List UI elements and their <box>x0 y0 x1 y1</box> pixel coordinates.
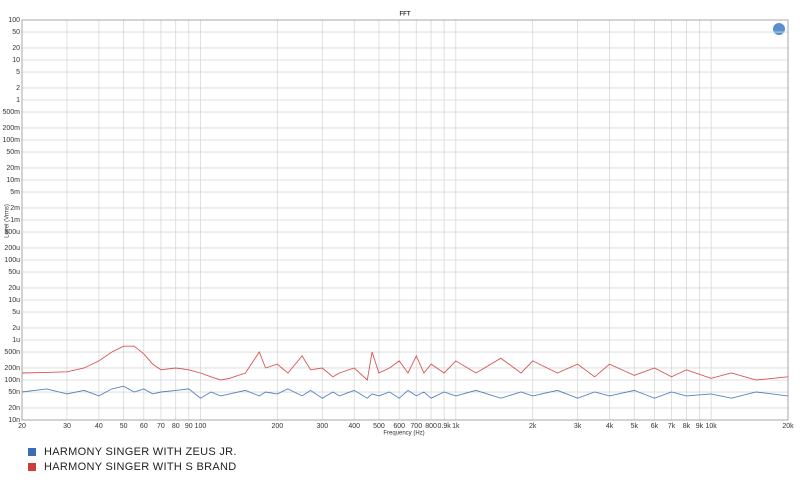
y-tick-label: 50u <box>8 269 20 276</box>
x-tick-label: 3k <box>574 423 582 430</box>
series-line <box>21 345 789 381</box>
y-tick-label: 200u <box>4 245 20 252</box>
x-tick-label: 200 <box>271 423 283 430</box>
y-tick-label: 1u <box>12 337 20 344</box>
y-tick-label: 5 <box>16 69 20 76</box>
y-tick-label: 500u <box>4 229 20 236</box>
series-line <box>21 385 789 399</box>
x-tick-label: 600 <box>393 423 405 430</box>
y-tick-label: 2m <box>10 205 20 212</box>
y-tick-label: 20 <box>12 45 20 52</box>
y-tick-label: 1m <box>10 217 20 224</box>
y-tick-label: 20u <box>8 285 20 292</box>
logo <box>773 23 785 35</box>
x-tick-label: 80 <box>172 423 180 430</box>
y-tick-label: 2u <box>12 325 20 332</box>
y-axis-label: Level (Vrms) <box>5 204 11 238</box>
y-tick-label: 50n <box>8 389 20 396</box>
x-tick-label: 0.9k <box>438 423 452 430</box>
y-tick-label: 50m <box>6 149 20 156</box>
plot-border <box>21 19 789 421</box>
y-tick-label: 2 <box>16 85 20 92</box>
legend-label: HARMONY SINGER WITH ZEUS JR. <box>44 446 237 458</box>
x-axis-label: Frequency (Hz) <box>383 431 424 437</box>
y-tick-label: 10n <box>8 417 20 424</box>
y-tick-label: 500m <box>2 109 20 116</box>
y-tick-label: 200m <box>2 125 20 132</box>
x-tick-label: 10k <box>705 423 717 430</box>
x-tick-label: 800 <box>425 423 437 430</box>
x-tick-label: 7k <box>668 423 676 430</box>
y-tick-label: 1 <box>16 97 20 104</box>
x-tick-label: 30 <box>63 423 71 430</box>
x-tick-label: 700 <box>410 423 422 430</box>
x-tick-label: 2k <box>529 423 537 430</box>
x-tick-label: 90 <box>185 423 193 430</box>
y-tick-label: 20m <box>6 165 20 172</box>
x-tick-label: 6k <box>651 423 659 430</box>
y-tick-label: 10u <box>8 297 20 304</box>
x-tick-label: 8k <box>683 423 691 430</box>
chart-title: FFT <box>400 12 411 18</box>
y-tick-label: 100m <box>2 137 20 144</box>
x-tick-label: 400 <box>348 423 360 430</box>
x-tick-label: 50 <box>120 423 128 430</box>
y-tick-label: 50 <box>12 29 20 36</box>
x-tick-label: 70 <box>157 423 165 430</box>
y-tick-label: 5u <box>12 309 20 316</box>
x-tick-label: 20k <box>782 423 794 430</box>
x-tick-label: 500 <box>373 423 385 430</box>
y-tick-label: 200n <box>4 365 20 372</box>
x-tick-label: 100 <box>195 423 207 430</box>
y-tick-label: 10m <box>6 177 20 184</box>
x-tick-label: 60 <box>140 423 148 430</box>
legend-label: HARMONY SINGER WITH S BRAND <box>44 461 236 473</box>
x-tick-label: 9k <box>696 423 704 430</box>
y-tick-label: 20n <box>8 405 20 412</box>
y-tick-label: 5m <box>10 189 20 196</box>
y-tick-label: 100n <box>4 377 20 384</box>
x-tick-label: 300 <box>316 423 328 430</box>
y-tick-label: 10 <box>12 57 20 64</box>
y-tick-label: 100u <box>4 257 20 264</box>
y-tick-label: 500n <box>4 349 20 356</box>
x-tick-label: 4k <box>606 423 614 430</box>
legend-swatch <box>28 463 36 471</box>
x-tick-label: 40 <box>95 423 103 430</box>
y-tick-label: 100 <box>8 17 20 24</box>
legend-swatch <box>28 448 36 456</box>
x-tick-label: 20 <box>18 423 26 430</box>
x-tick-label: 5k <box>631 423 639 430</box>
x-tick-label: 1k <box>452 423 460 430</box>
